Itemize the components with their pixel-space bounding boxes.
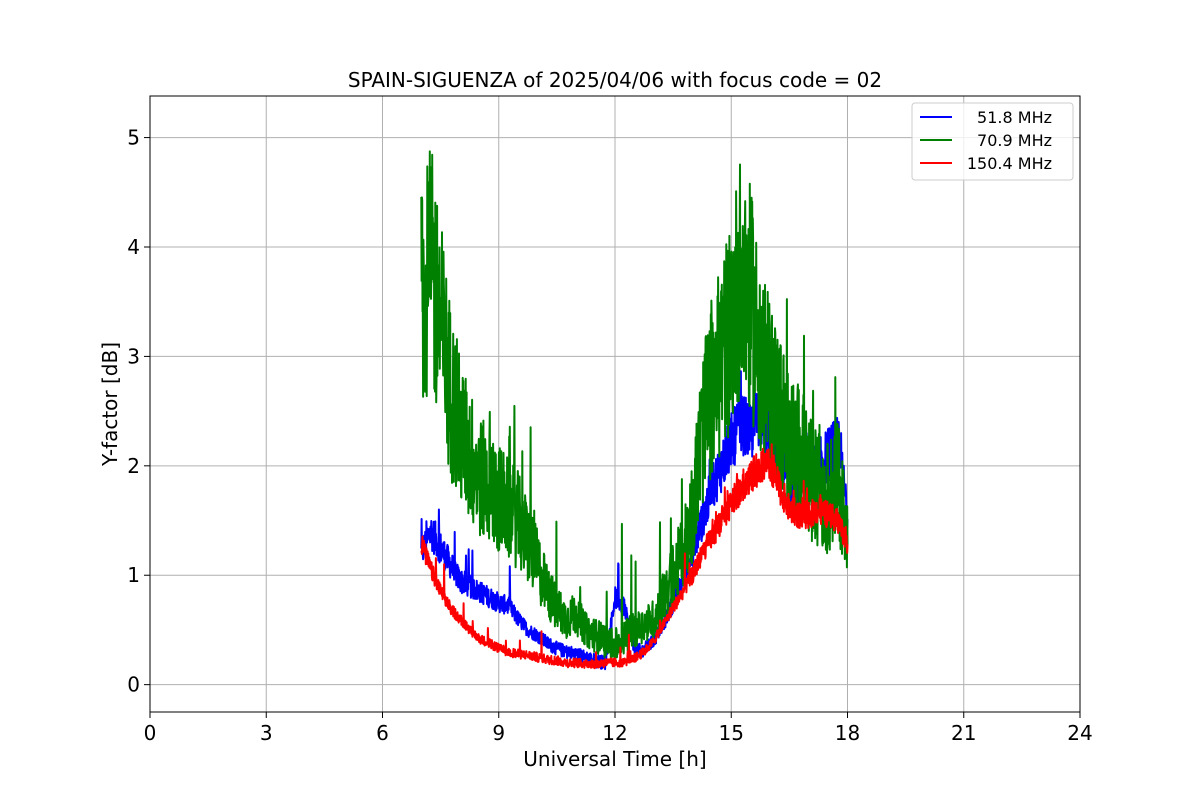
x-tick-label: 15 [719,721,744,745]
x-tick-label: 3 [260,721,273,745]
chart-title: SPAIN-SIGUENZA of 2025/04/06 with focus … [348,68,882,92]
series-line-2 [420,443,849,670]
y-tick-label: 2 [127,454,140,478]
y-tick-label: 1 [127,563,140,587]
x-tick-label: 18 [835,721,860,745]
legend-label: 150.4 MHz [967,154,1052,173]
x-tick-label: 9 [492,721,505,745]
y-tick-label: 5 [127,126,140,150]
legend-label: 51.8 MHz [977,108,1052,127]
series-line-1 [420,150,849,662]
x-tick-label: 6 [376,721,389,745]
x-tick-label: 0 [144,721,157,745]
y-tick-label: 4 [127,235,140,259]
legend: 51.8 MHz 70.9 MHz 150.4 MHz [911,102,1074,181]
x-tick-label: 24 [1067,721,1092,745]
series-layer [420,150,849,671]
x-axis-label: Universal Time [h] [523,747,706,771]
legend-box [911,102,1074,181]
x-tick-label: 12 [602,721,627,745]
legend-label: 70.9 MHz [977,131,1052,150]
y-axis: 0 1 2 3 4 5 [127,126,150,697]
y-tick-label: 3 [127,344,140,368]
y-axis-label: Y-factor [dB] [98,342,122,467]
y-tick-label: 0 [127,673,140,697]
x-tick-label: 21 [951,721,976,745]
x-axis: 0 3 6 9 12 15 18 21 24 [144,712,1093,745]
